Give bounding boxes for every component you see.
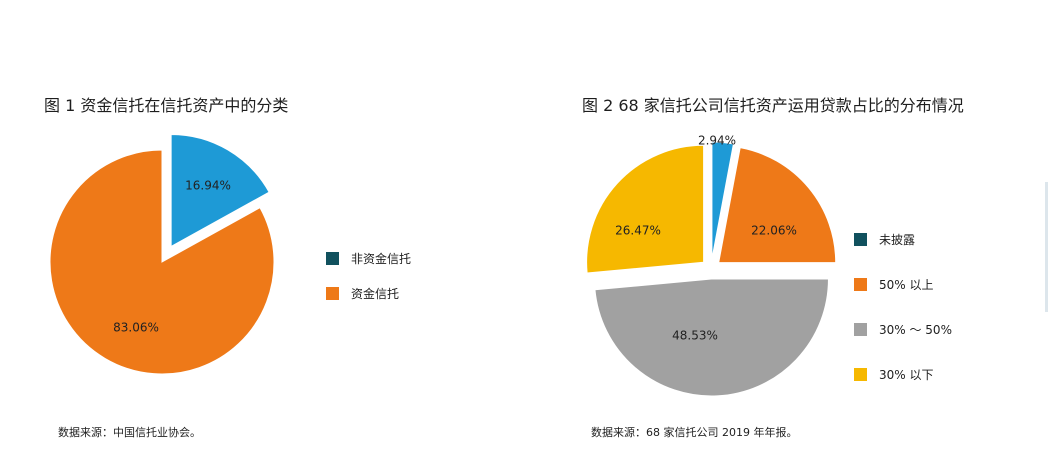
legend2-item: 未披露	[854, 231, 952, 248]
pie2-slice-label-1: 22.06%	[751, 224, 797, 238]
figure1-source: 数据来源：中国信托业协会。	[58, 426, 201, 439]
legend1-item: 非资金信托	[326, 250, 411, 267]
pie-chart-1: 16.94% 83.06%	[49, 133, 275, 375]
pie2-slice-3	[586, 144, 705, 274]
legend1-label: 资金信托	[351, 287, 400, 301]
pie2-slice-1	[718, 147, 837, 264]
pie1-legend: 非资金信托 资金信托	[326, 250, 411, 320]
legend1-swatch	[326, 252, 339, 265]
pie2-slice-label-0: 2.94%	[698, 134, 736, 148]
pie2-slice-0	[711, 141, 734, 260]
pie1-slice-1	[49, 149, 275, 375]
legend2-item: 30% 〜 50%	[854, 321, 952, 338]
figure2-title: 图 2 68 家信托公司信托资产运用贷款占比的分布情况	[582, 96, 964, 115]
pie-chart-2: 2.94% 22.06% 48.53% 26.47%	[586, 134, 837, 397]
legend2-item: 50% 以上	[854, 276, 952, 293]
figure1-title: 图 1 资金信托在信托资产中的分类	[44, 96, 289, 115]
legend2-swatch	[854, 368, 867, 381]
legend2-swatch	[854, 323, 867, 336]
legend2-label: 30% 〜 50%	[879, 323, 952, 337]
legend2-label: 30% 以下	[879, 368, 934, 382]
legend2-swatch	[854, 233, 867, 246]
pie1-slice-0	[170, 133, 270, 248]
pie2-slice-label-2: 48.53%	[672, 329, 718, 343]
legend2-label: 50% 以上	[879, 278, 934, 292]
pie2-slice-label-3: 26.47%	[615, 224, 661, 238]
legend2-swatch	[854, 278, 867, 291]
figure2-source: 数据来源：68 家信托公司 2019 年年报。	[591, 426, 798, 439]
legend2-label: 未披露	[879, 233, 916, 247]
legend1-label: 非资金信托	[351, 252, 412, 266]
legend2-item: 30% 以下	[854, 366, 952, 383]
pie2-legend: 未披露 50% 以上 30% 〜 50% 30% 以下	[854, 231, 952, 411]
legend1-swatch	[326, 287, 339, 300]
pie2-slice-2	[594, 278, 829, 397]
legend1-item: 资金信托	[326, 285, 411, 302]
pie1-slice-label-0: 16.94%	[185, 179, 231, 193]
pie1-slice-label-1: 83.06%	[113, 321, 159, 335]
page-edge-divider	[1045, 182, 1048, 312]
